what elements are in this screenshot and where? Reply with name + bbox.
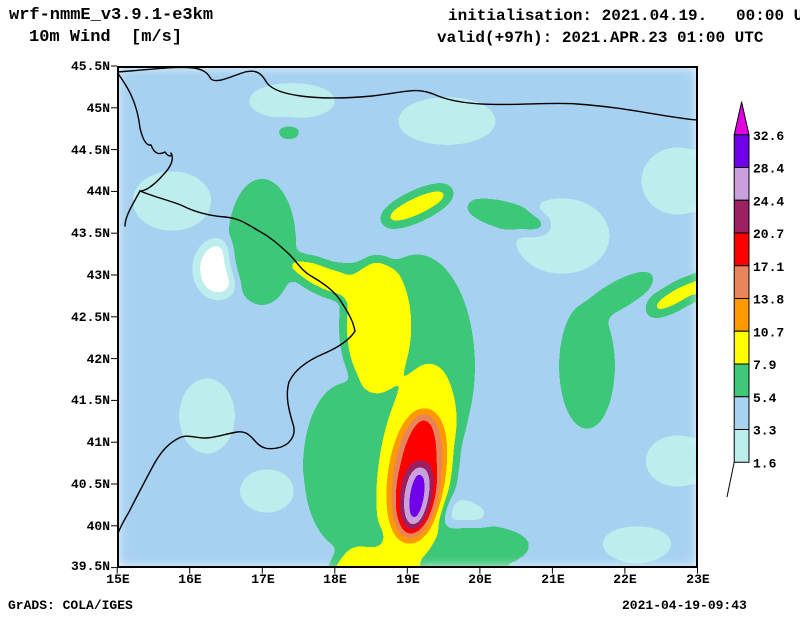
svg-text:17.1: 17.1 [753,260,784,275]
svg-text:20.7: 20.7 [753,227,784,242]
svg-text:13.8: 13.8 [753,293,784,308]
svg-text:7.9: 7.9 [753,358,777,373]
svg-text:5.4: 5.4 [753,391,777,406]
svg-text:24.4: 24.4 [753,195,784,210]
svg-text:3.3: 3.3 [753,424,777,439]
svg-text:32.6: 32.6 [753,129,784,144]
svg-text:1.6: 1.6 [753,456,777,471]
svg-text:28.4: 28.4 [753,162,784,177]
svg-text:10.7: 10.7 [753,326,784,341]
